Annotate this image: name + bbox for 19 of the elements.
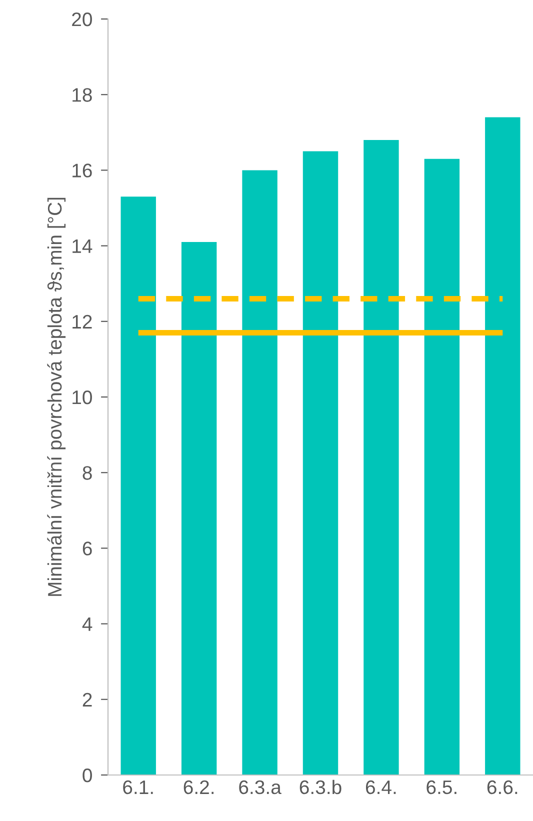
y-tick-label: 0 bbox=[82, 768, 92, 782]
x-tick-label: 6.6. bbox=[487, 780, 518, 794]
y-tick-label: 10 bbox=[72, 390, 92, 404]
x-tick-label: 6.1. bbox=[123, 780, 153, 794]
y-tick-label: 4 bbox=[82, 617, 92, 631]
y-tick-label: 14 bbox=[72, 239, 92, 253]
y-axis-title: Minimální vnitřní povrchová teplota ϑs,min [°C] bbox=[47, 198, 66, 596]
y-tick-label: 16 bbox=[72, 164, 92, 178]
y-tick-label: 8 bbox=[82, 466, 92, 480]
x-tick-label: 6.3.a bbox=[239, 780, 282, 794]
y-tick-label: 12 bbox=[72, 314, 92, 328]
y-tick-label: 2 bbox=[82, 692, 92, 706]
x-tick-label: 6.3.b bbox=[300, 780, 342, 794]
y-tick-label: 6 bbox=[82, 542, 92, 556]
x-tick-label: 6.5. bbox=[426, 780, 456, 794]
y-tick-label: 18 bbox=[72, 88, 92, 102]
x-tick-label: 6.4. bbox=[366, 780, 396, 794]
x-tick-label: 6.2. bbox=[184, 780, 214, 794]
y-tick-label: 20 bbox=[72, 12, 92, 26]
